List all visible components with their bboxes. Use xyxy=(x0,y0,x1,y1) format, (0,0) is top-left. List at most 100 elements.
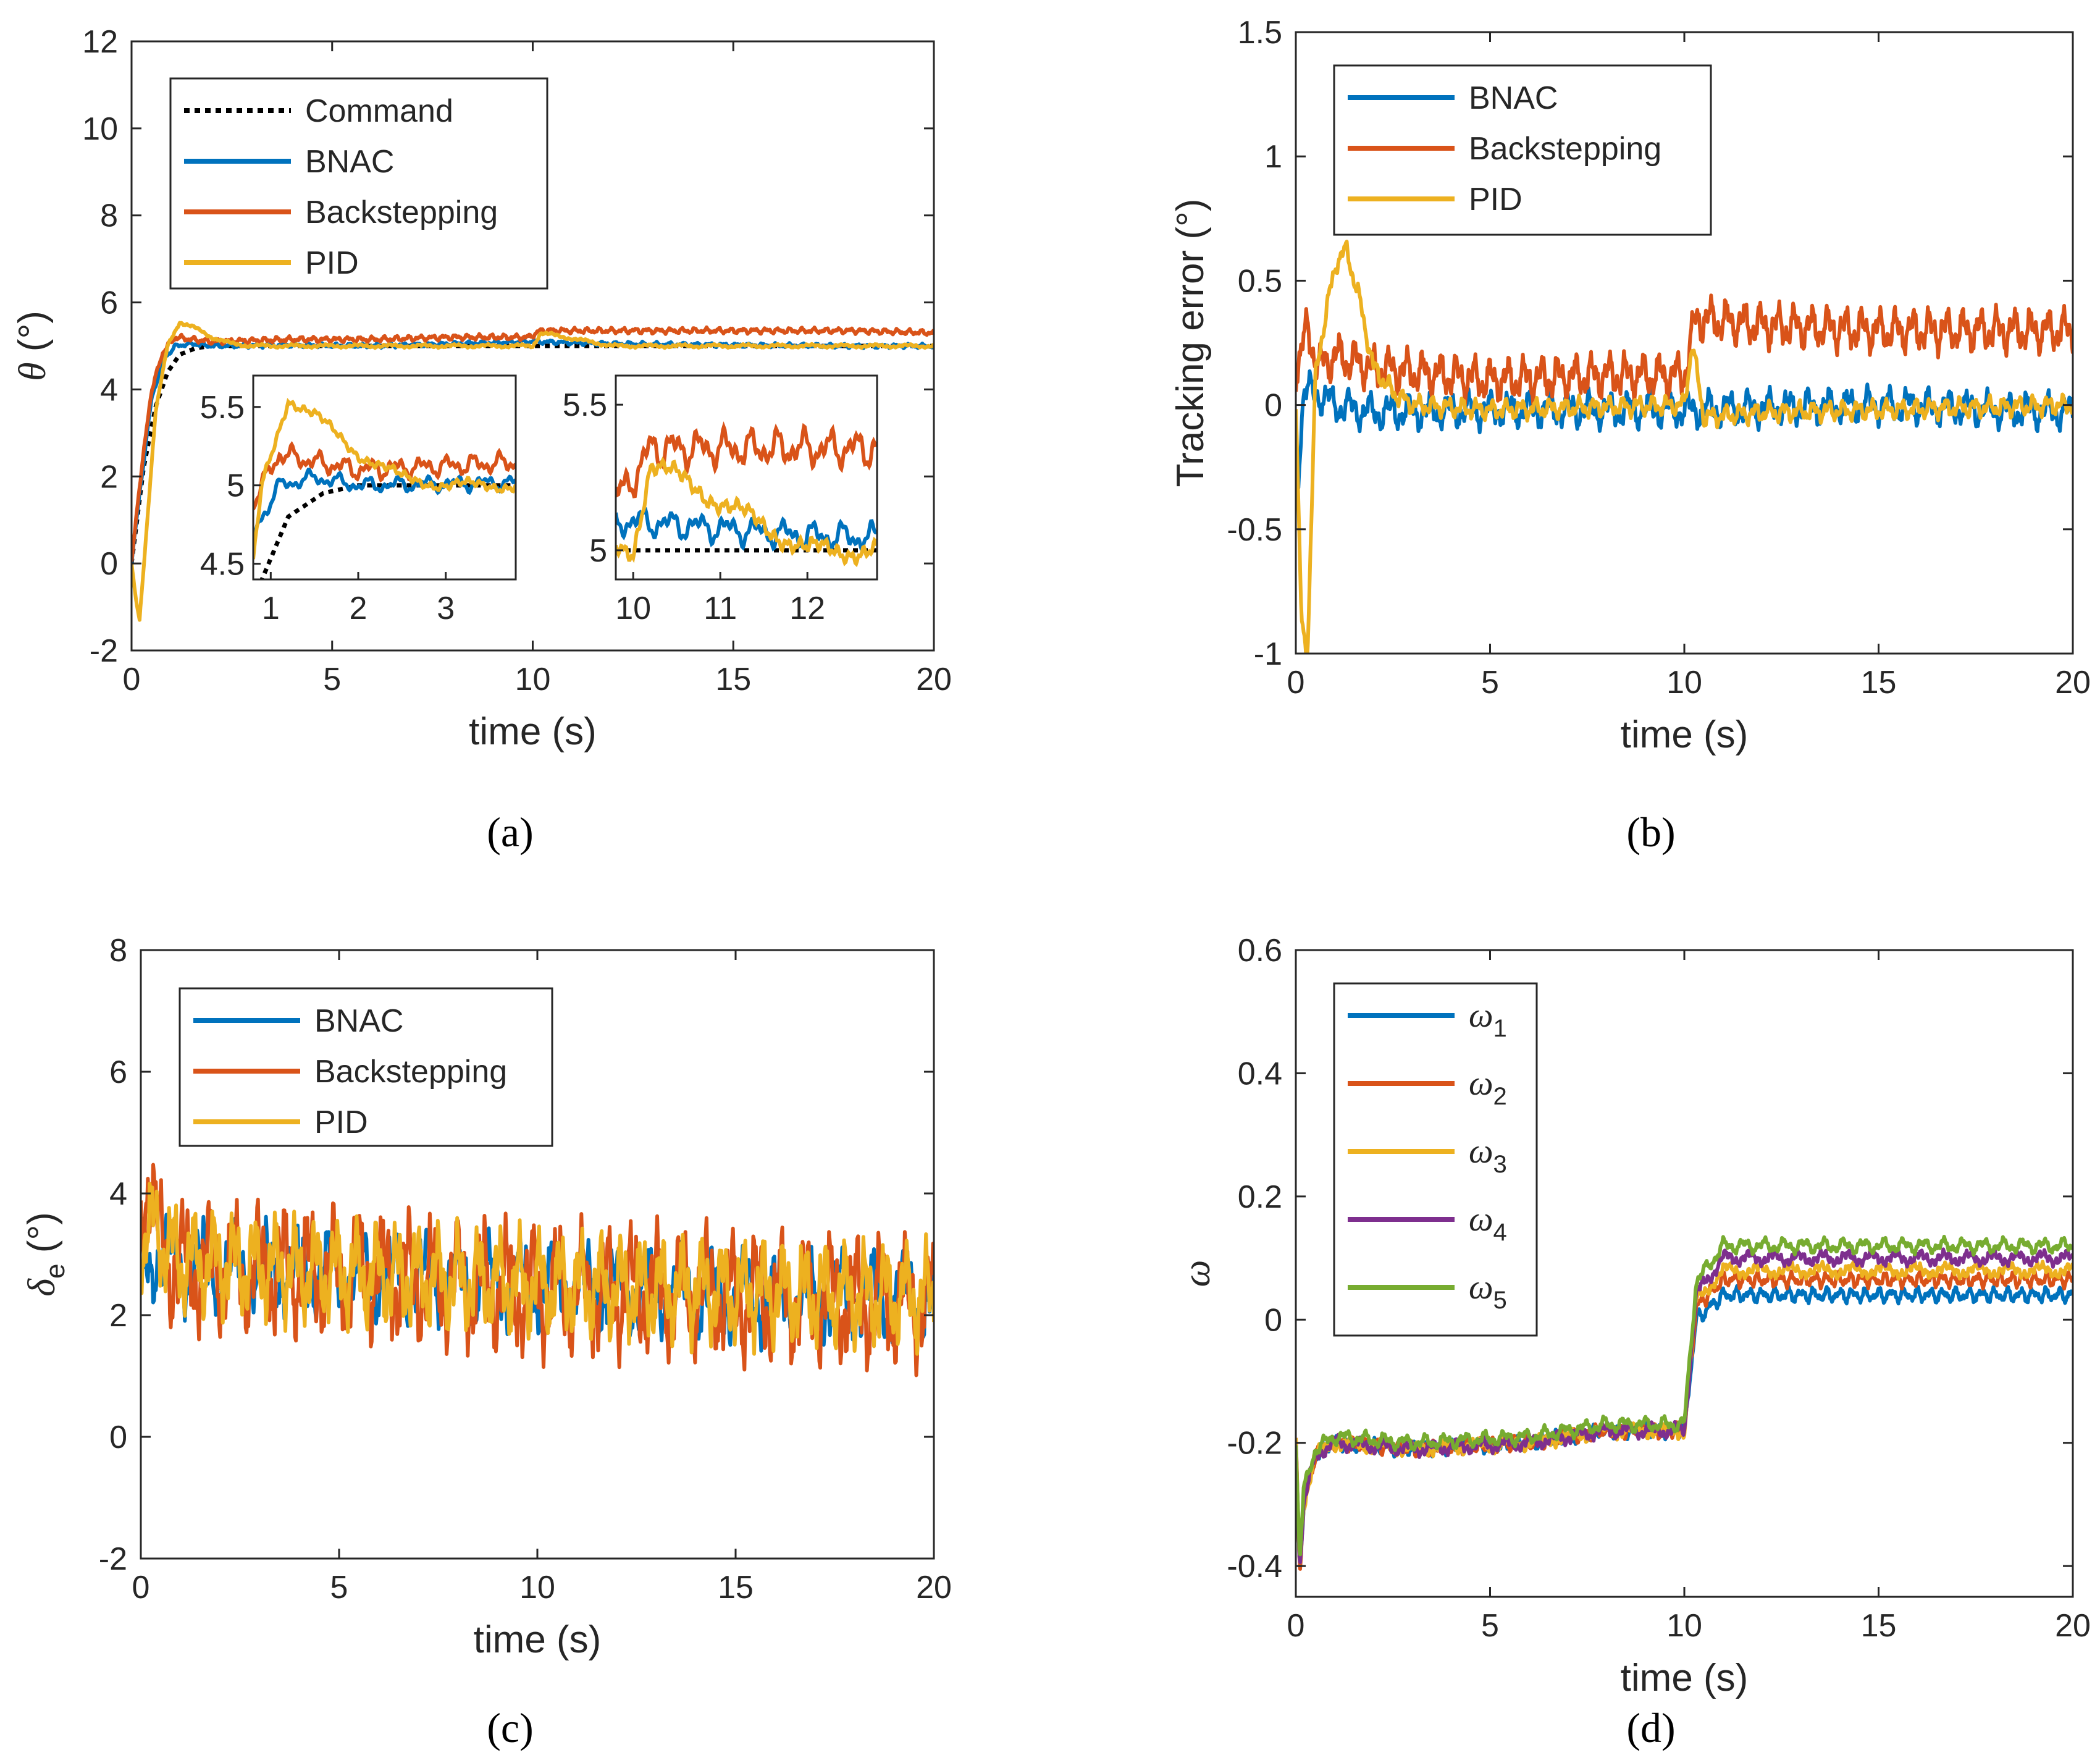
inset-x-tick-label: 12 xyxy=(789,591,825,626)
x-tick-label: 20 xyxy=(916,662,952,697)
y-tick-label: 8 xyxy=(100,198,118,234)
chart-panel-d: 0 5 10 15 20 -0.4 -0.2 0 0.2 0.4 0.6 time (s) ω (d) ω1… xyxy=(1176,933,2091,1751)
y-axis-label: ω xyxy=(1176,1260,1218,1287)
x-axis-label: time (s) xyxy=(474,1618,602,1661)
legend-label: Backstepping xyxy=(305,195,498,230)
inset-series-line xyxy=(616,507,877,553)
inset-x-tick-label: 1 xyxy=(262,591,280,626)
y-tick-label: -0.2 xyxy=(1227,1426,1282,1462)
y-tick-label: 0 xyxy=(109,1420,127,1455)
legend-box xyxy=(1333,982,1538,1337)
y-tick-label: 4 xyxy=(100,372,118,408)
x-tick-label: 0 xyxy=(123,662,141,697)
x-tick-label: 0 xyxy=(1287,1608,1305,1644)
y-tick-label: 0.4 xyxy=(1238,1056,1282,1092)
series-line-ω5 xyxy=(1296,1234,2073,1557)
y-tick-label: -2 xyxy=(90,633,118,669)
x-tick-label: 10 xyxy=(515,662,551,697)
series-line-pid xyxy=(132,321,934,622)
series-line-pid xyxy=(141,1182,934,1356)
y-tick-label: 12 xyxy=(82,24,118,60)
y-axis-symbol: θ xyxy=(12,362,54,381)
x-tick-label: 20 xyxy=(2055,665,2091,701)
y-tick-label: 0 xyxy=(100,546,118,582)
series-group xyxy=(141,1163,934,1378)
y-tick-label: 10 xyxy=(82,111,118,147)
y-tick-label: 0.6 xyxy=(1238,933,1282,969)
y-tick-label: -0.5 xyxy=(1227,512,1282,548)
y-tick-label: -2 xyxy=(99,1541,127,1577)
y-axis-symbol: δ xyxy=(21,1278,63,1297)
x-tick-label: 5 xyxy=(330,1570,348,1605)
chart-panel-b: 0 5 10 15 20 -1 -0.5 0 0.5 1 1.5 time (s) Tracking e… xyxy=(1169,15,2091,856)
y-tick-label: 1.5 xyxy=(1238,15,1282,51)
legend-label: PID xyxy=(314,1105,368,1140)
legend-label: Backstepping xyxy=(314,1054,507,1090)
y-tick-label: -1 xyxy=(1254,636,1282,672)
y-axis-label: δe (°) xyxy=(20,1212,70,1297)
y-tick-label: 2 xyxy=(109,1298,127,1334)
legend-label: ω5 xyxy=(1469,1268,1507,1314)
x-tick-label: 5 xyxy=(323,662,341,697)
x-tick-label: 15 xyxy=(1861,1608,1897,1644)
x-axis-label: time (s) xyxy=(469,710,597,753)
legend-label: ω1 xyxy=(1469,996,1507,1042)
y-axis-unit: (°) xyxy=(11,311,54,362)
y-tick-label: 6 xyxy=(100,285,118,321)
x-tick-label: 15 xyxy=(718,1570,754,1605)
x-tick-label: 15 xyxy=(1861,665,1897,701)
inset-axes-box xyxy=(252,374,517,581)
legend-label: Command xyxy=(305,93,453,129)
y-axis-label: θ (°) xyxy=(11,311,54,381)
legend: ω1 ω2 ω3 ω4 ω5 xyxy=(1333,982,1538,1337)
series-line-backstepping xyxy=(132,325,934,562)
x-axis-label: time (s) xyxy=(1621,713,1749,756)
inset-plot-1: 1 2 3 4.5 5 5.5 xyxy=(200,374,517,626)
x-tick-label: 5 xyxy=(1481,665,1499,701)
x-tick-label: 0 xyxy=(132,1570,150,1605)
panel-caption: (a) xyxy=(487,809,533,856)
legend-label: ω4 xyxy=(1469,1200,1507,1246)
y-axis-unit: (°) xyxy=(20,1212,63,1263)
y-tick-label: 6 xyxy=(109,1054,127,1090)
x-tick-label: 10 xyxy=(1666,665,1702,701)
y-tick-label: 0 xyxy=(1264,1302,1282,1338)
legend: BNAC Backstepping PID xyxy=(178,987,553,1147)
y-tick-label: 8 xyxy=(109,933,127,969)
inset-x-tick-label: 10 xyxy=(615,591,651,626)
x-tick-label: 20 xyxy=(2055,1608,2091,1644)
panel-caption: (c) xyxy=(487,1704,533,1751)
series-group xyxy=(132,321,934,622)
legend: BNAC Backstepping PID xyxy=(1333,64,1712,236)
legend-label: BNAC xyxy=(305,144,394,180)
legend-label: ω3 xyxy=(1469,1132,1507,1178)
inset-x-tick-label: 3 xyxy=(437,591,455,626)
legend-box xyxy=(169,77,548,290)
x-axis-label: time (s) xyxy=(1621,1657,1749,1699)
series-line-backstepping xyxy=(1296,293,2073,407)
inset-y-tick-label: 5.5 xyxy=(563,387,607,423)
series-group xyxy=(1296,240,2073,654)
series-line-pid xyxy=(1296,240,2073,654)
y-axis-subscript: e xyxy=(40,1264,70,1279)
y-axis-label: Tracking error (°) xyxy=(1169,199,1212,487)
legend-label: PID xyxy=(1469,182,1522,217)
y-tick-label: -0.4 xyxy=(1227,1549,1282,1584)
y-tick-label: 2 xyxy=(100,459,118,495)
inset-x-tick-label: 11 xyxy=(704,591,737,626)
inset-plot-2: 10 11 12 5 5.5 xyxy=(563,374,878,626)
legend-label: Backstepping xyxy=(1469,131,1661,167)
series-group xyxy=(1296,1234,2073,1571)
legend-label: ω2 xyxy=(1469,1064,1507,1110)
y-tick-label: 4 xyxy=(109,1176,127,1212)
x-tick-label: 10 xyxy=(1666,1608,1702,1644)
x-tick-label: 5 xyxy=(1481,1608,1499,1644)
series-line-bnac xyxy=(1296,369,2073,507)
y-tick-label: 0 xyxy=(1264,388,1282,424)
x-tick-label: 0 xyxy=(1287,665,1305,701)
legend-label: BNAC xyxy=(1469,80,1558,116)
x-tick-label: 20 xyxy=(916,1570,952,1605)
